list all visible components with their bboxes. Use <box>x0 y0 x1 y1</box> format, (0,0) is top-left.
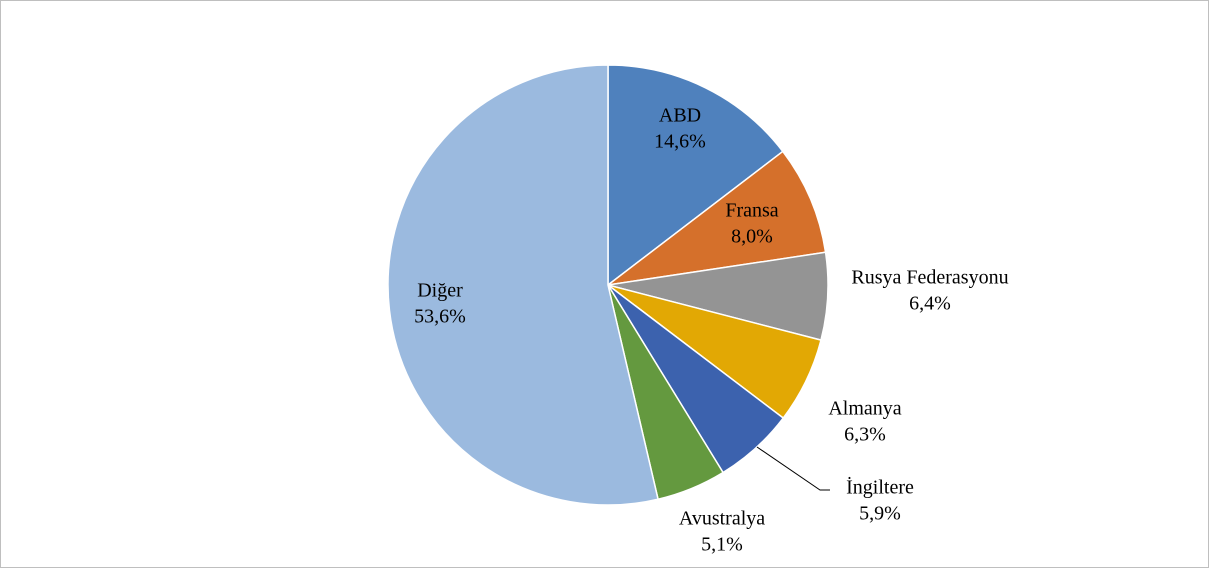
slice-value-label: 53,6% <box>414 306 466 328</box>
pie-slice <box>387 64 659 506</box>
pie-slice <box>607 150 827 286</box>
slice-label: Fransa <box>725 200 778 222</box>
slice-value-label: 5,1% <box>701 534 743 556</box>
slice-value-label: 6,4% <box>909 293 951 315</box>
leader-line <box>756 446 830 491</box>
slice-value-label: 6,3% <box>844 424 886 446</box>
slice-label: İngiltere <box>846 476 914 499</box>
slice-label: Rusya Federasyonu <box>851 267 1008 289</box>
slice-label: Avustralya <box>679 508 765 530</box>
slice-value-label: 8,0% <box>731 226 773 248</box>
pie <box>387 64 829 506</box>
slice-value-label: 14,6% <box>654 131 706 153</box>
pie-slice <box>607 64 784 287</box>
slice-label: Almanya <box>828 398 901 420</box>
slice-value-label: 5,9% <box>859 503 901 525</box>
slice-label: ABD <box>659 105 701 127</box>
slice-label: Diğer <box>417 280 463 302</box>
